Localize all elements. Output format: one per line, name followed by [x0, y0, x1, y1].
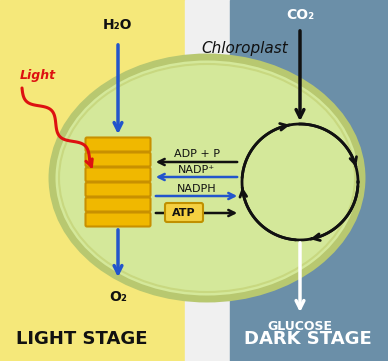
Text: GLUCOSE: GLUCOSE	[267, 320, 333, 333]
FancyBboxPatch shape	[85, 213, 151, 226]
Text: CO₂: CO₂	[286, 8, 314, 22]
Text: O₂: O₂	[109, 290, 127, 304]
Text: Chloroplast: Chloroplast	[202, 40, 288, 56]
FancyBboxPatch shape	[85, 197, 151, 212]
Text: NADP⁺: NADP⁺	[178, 165, 215, 175]
Text: H₂O: H₂O	[103, 18, 133, 32]
Text: ADP + P: ADP + P	[173, 149, 220, 159]
FancyBboxPatch shape	[165, 203, 203, 222]
Bar	[230, 0, 388, 361]
Text: DARK STAGE: DARK STAGE	[244, 330, 372, 348]
Text: NADPH: NADPH	[177, 184, 217, 194]
FancyBboxPatch shape	[85, 138, 151, 152]
FancyBboxPatch shape	[85, 183, 151, 196]
Bar	[185, 0, 230, 361]
Text: LIGHT STAGE: LIGHT STAGE	[16, 330, 148, 348]
Text: Light: Light	[20, 69, 56, 82]
FancyBboxPatch shape	[85, 168, 151, 182]
FancyBboxPatch shape	[85, 152, 151, 166]
Bar	[0, 0, 185, 361]
Ellipse shape	[52, 57, 362, 299]
Text: ATP: ATP	[172, 208, 196, 217]
